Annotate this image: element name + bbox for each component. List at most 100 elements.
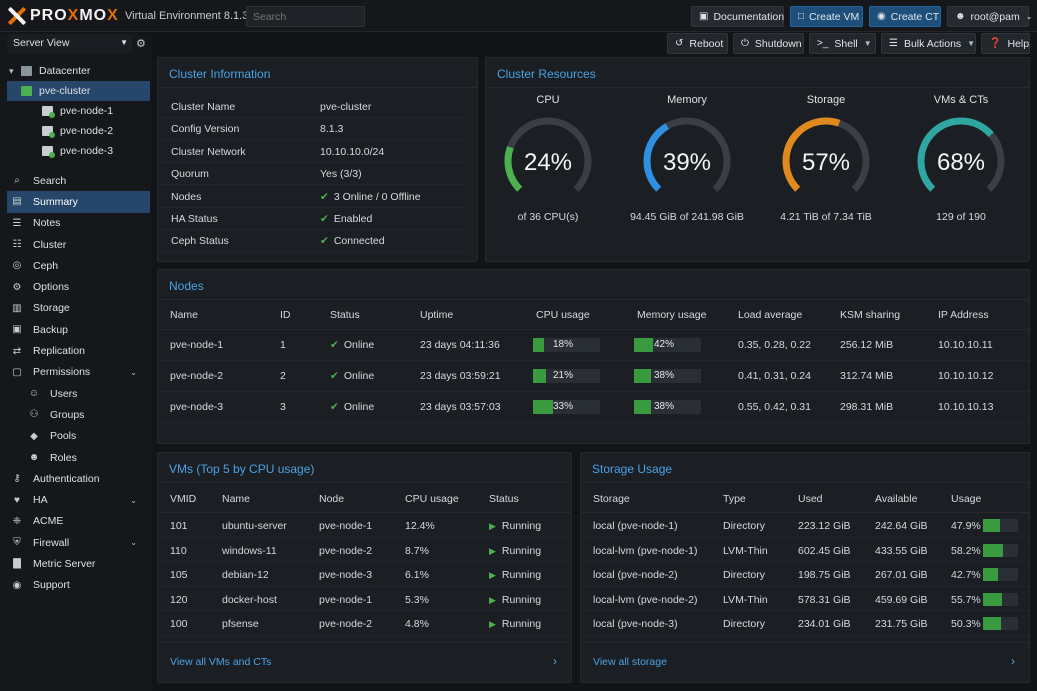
- user-menu-button[interactable]: ☻ root@pam ⌄: [947, 6, 1032, 27]
- column-header[interactable]: Used: [798, 493, 823, 505]
- column-header[interactable]: Name: [222, 493, 251, 505]
- column-header[interactable]: Available: [875, 493, 918, 505]
- sidebar-item-notes[interactable]: ☰ Notes: [7, 213, 150, 234]
- tree-item-pve-node-1[interactable]: pve-node-1: [7, 101, 150, 121]
- node-uptime: 23 days 03:57:03: [420, 401, 501, 413]
- reboot-button[interactable]: ↺ Reboot: [667, 33, 728, 54]
- tree-item-pve-node-3[interactable]: pve-node-3: [7, 141, 150, 161]
- sidebar-item-options[interactable]: ⚙ Options: [7, 276, 150, 297]
- sidebar-item-users[interactable]: ☺ Users: [7, 383, 150, 404]
- column-header[interactable]: Name: [170, 309, 199, 321]
- sidebar-item-label: Notes: [33, 217, 61, 230]
- column-header[interactable]: Status: [330, 309, 360, 321]
- tree-expand-icon[interactable]: ▾: [9, 65, 14, 76]
- panel-title: Cluster Resources: [486, 58, 1029, 88]
- chevron-right-icon[interactable]: ›: [553, 654, 557, 668]
- chevron-down-icon[interactable]: ⌄: [130, 367, 137, 377]
- table-row[interactable]: 120 docker-host pve-node-1 5.3% ▶ Running: [158, 587, 571, 612]
- column-header[interactable]: IP Address: [938, 309, 989, 321]
- list-icon: ☰: [889, 38, 898, 49]
- column-header[interactable]: KSM sharing: [840, 309, 901, 321]
- view-all-storage-link[interactable]: View all storage: [593, 656, 667, 668]
- table-row[interactable]: 105 debian-12 pve-node-3 6.1% ▶ Running: [158, 562, 571, 587]
- chevron-down-icon[interactable]: ⌄: [130, 538, 137, 548]
- column-header[interactable]: Usage: [951, 493, 982, 505]
- view-all-storage-footer[interactable]: View all storage ›: [581, 642, 1029, 682]
- table-row[interactable]: local (pve-node-1) Directory 223.12 GiB 242…: [581, 513, 1029, 538]
- sidebar-item-backup[interactable]: ▣ Backup: [7, 319, 150, 340]
- view-all-vms-link[interactable]: View all VMs and CTs: [170, 656, 272, 668]
- table-row[interactable]: pve-node-1 1 ✔ Online 23 days 04:11:36 18% 42%…: [158, 330, 1029, 361]
- sidebar-item-storage[interactable]: ▥ Storage: [7, 298, 150, 319]
- sidebar-item-acme[interactable]: ❈ ACME: [7, 511, 150, 532]
- node-ksm: 256.12 MiB: [840, 339, 894, 351]
- vm-name-text: ubuntu-server: [222, 520, 287, 532]
- column-header[interactable]: Storage: [593, 493, 630, 505]
- table-row[interactable]: local (pve-node-3) Directory 234.01 GiB 231…: [581, 611, 1029, 636]
- search-input[interactable]: [246, 6, 365, 27]
- column-header[interactable]: ID: [280, 309, 291, 321]
- sidebar-item-permissions[interactable]: ▢ Permissions ⌄: [7, 362, 150, 383]
- column-header[interactable]: CPU usage: [536, 309, 590, 321]
- sidebar-item-summary[interactable]: ▤ Summary: [7, 191, 150, 213]
- table-row[interactable]: 100 pfsense pve-node-2 4.8% ▶ Running: [158, 611, 571, 636]
- table-row[interactable]: pve-node-2 2 ✔ Online 23 days 03:59:21 21% 38%…: [158, 361, 1029, 392]
- sidebar-item-ceph[interactable]: ◎ Ceph: [7, 255, 150, 276]
- node-load: 0.55, 0.42, 0.31: [738, 401, 811, 413]
- cluster-info-value-text: 3 Online / 0 Offline: [333, 190, 421, 203]
- bulk-actions-button[interactable]: ☰ Bulk Actions ▼: [881, 33, 976, 54]
- column-header[interactable]: CPU usage: [405, 493, 459, 505]
- tree-item-Datacenter[interactable]: ▾ Datacenter: [7, 61, 150, 81]
- column-header[interactable]: Load average: [738, 309, 803, 321]
- sidebar-item-ha[interactable]: ♥ HA ⌄: [7, 489, 150, 510]
- column-header[interactable]: VMID: [170, 493, 197, 505]
- shutdown-button[interactable]: ⏻ Shutdown: [733, 33, 804, 54]
- column-header[interactable]: Uptime: [420, 309, 454, 321]
- gear-icon[interactable]: ⚙: [136, 38, 146, 50]
- table-row[interactable]: 110 windows-11 pve-node-2 8.7% ▶ Running: [158, 538, 571, 563]
- server-view-select[interactable]: Server View ▼: [7, 34, 132, 54]
- node-name-text: pve-node-1: [170, 339, 224, 351]
- proxmox-logo[interactable]: PROXMOX: [7, 6, 119, 26]
- sidebar-item-label: Firewall: [33, 536, 70, 549]
- chevron-down-icon[interactable]: ⌄: [130, 495, 137, 505]
- chevron-right-icon[interactable]: ›: [1011, 654, 1015, 668]
- tree-item-pve-node-2[interactable]: pve-node-2: [7, 121, 150, 141]
- tree-item-label: pve-node-2: [60, 125, 114, 137]
- sidebar-item-replication[interactable]: ⇄ Replication: [7, 340, 150, 361]
- sidebar-item-firewall[interactable]: ⛨ Firewall ⌄: [7, 532, 150, 553]
- proxmox-x-icon: [7, 6, 27, 26]
- table-row[interactable]: pve-node-3 3 ✔ Online 23 days 03:57:03 33% 38%…: [158, 392, 1029, 423]
- node-uptime-text: 23 days 03:57:03: [420, 401, 501, 413]
- sidebar-item-pools[interactable]: ◆ Pools: [7, 426, 150, 447]
- create-ct-button[interactable]: ◉ Create CT: [869, 6, 941, 27]
- create-vm-button[interactable]: □ Create VM: [790, 6, 863, 27]
- help-button[interactable]: ❓ Help: [981, 33, 1030, 54]
- sidebar-item-support[interactable]: ◉ Support: [7, 575, 150, 596]
- sidebar-item-search[interactable]: ⌕ Search: [7, 170, 150, 191]
- table-row[interactable]: local-lvm (pve-node-2) LVM-Thin 578.31 GiB…: [581, 587, 1029, 612]
- column-header[interactable]: Type: [723, 493, 746, 505]
- sidebar-item-authentication[interactable]: ⚷ Authentication: [7, 468, 150, 489]
- sidebar-item-label: ACME: [33, 515, 64, 528]
- documentation-button[interactable]: ▣ Documentation: [691, 6, 784, 27]
- bar-fill: [983, 592, 1003, 606]
- vm-vmid: 110: [170, 545, 187, 557]
- sidebar-item-metric-server[interactable]: ▇ Metric Server: [7, 553, 150, 574]
- sidebar-item-cluster[interactable]: ☷ Cluster: [7, 234, 150, 255]
- table-row[interactable]: local-lvm (pve-node-1) LVM-Thin 602.45 GiB…: [581, 538, 1029, 563]
- column-header[interactable]: Status: [489, 493, 519, 505]
- table-row[interactable]: 101 ubuntu-server pve-node-1 12.4% ▶ Running: [158, 513, 571, 538]
- gauge-fill: [504, 117, 592, 205]
- column-header[interactable]: Node: [319, 493, 345, 505]
- column-header[interactable]: Memory usage: [637, 309, 707, 321]
- sidebar-item-groups[interactable]: ⚇ Groups: [7, 404, 150, 425]
- tree-item-pve-cluster[interactable]: pve-cluster: [7, 81, 150, 101]
- storage-usage-bar: [983, 592, 1018, 606]
- gauge-percent: 68%: [937, 149, 985, 176]
- sidebar-item-roles[interactable]: ☻ Roles: [7, 447, 150, 468]
- node-icon: [42, 146, 55, 158]
- shell-button[interactable]: >_ Shell ▼: [809, 33, 876, 54]
- table-row[interactable]: local (pve-node-2) Directory 198.75 GiB 267…: [581, 562, 1029, 587]
- view-all-vms-footer[interactable]: View all VMs and CTs ›: [158, 642, 571, 682]
